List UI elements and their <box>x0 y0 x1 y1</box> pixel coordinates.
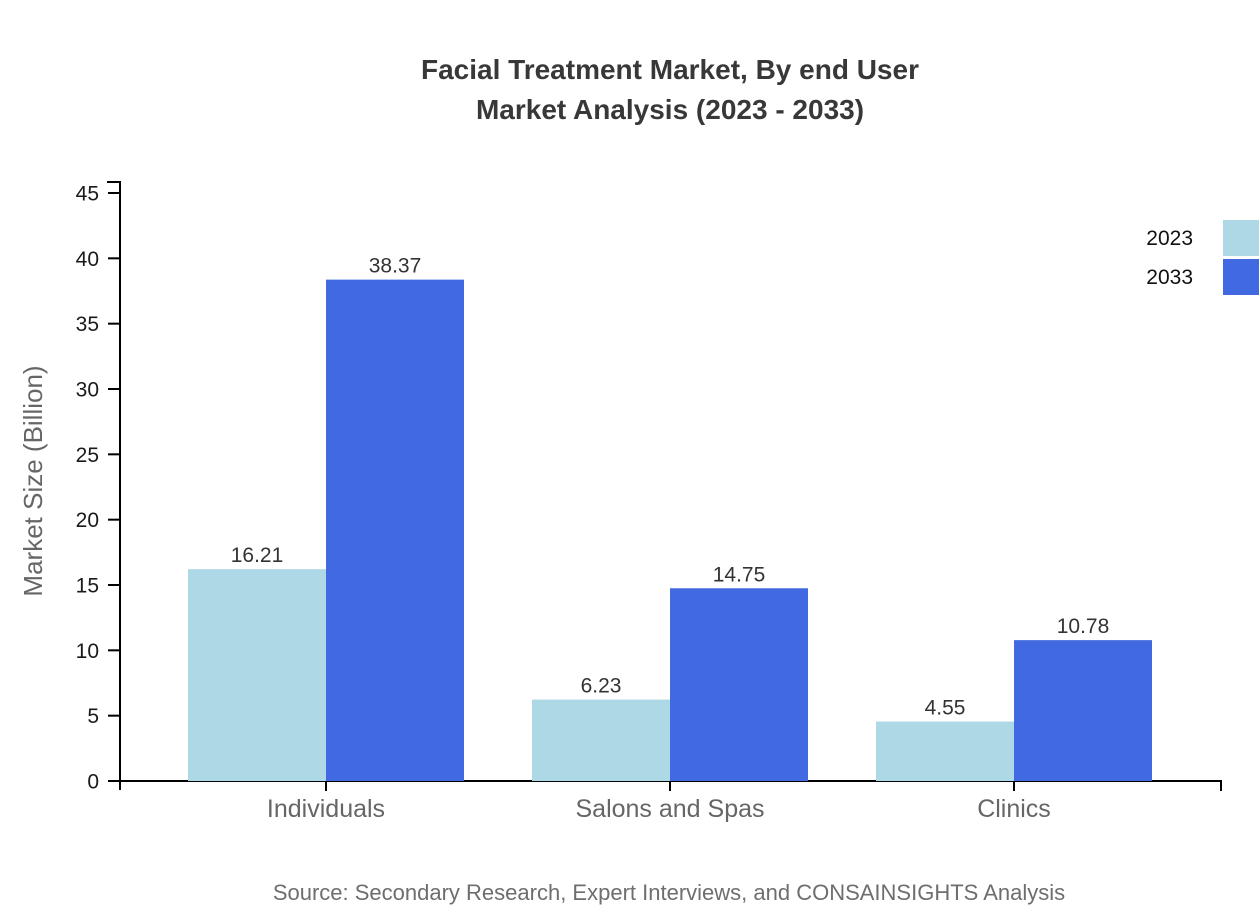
chart-title-line2: Market Analysis (2023 - 2033) <box>476 94 864 125</box>
y-tick-label: 20 <box>76 509 99 532</box>
y-tick-label: 15 <box>76 575 99 598</box>
x-axis-ticks-group <box>325 781 1015 791</box>
value-label-2033-individuals: 38.37 <box>369 255 422 278</box>
legend-label-2023: 2023 <box>1146 227 1193 250</box>
legend-swatch-2023 <box>1223 220 1259 256</box>
y-tick-label: 35 <box>76 313 99 336</box>
y-tick-label: 10 <box>76 640 99 663</box>
category-label-clinics: Clinics <box>977 795 1051 823</box>
value-label-2023-individuals: 16.21 <box>231 544 284 567</box>
source-note: Source: Secondary Research, Expert Inter… <box>273 880 1065 905</box>
bar-2033-salons-and-spas <box>670 588 808 781</box>
bar-2023-clinics <box>876 721 1014 781</box>
y-axis-label: Market Size (Billion) <box>18 365 48 596</box>
y-tick-label: 45 <box>76 183 99 206</box>
y-tick-label: 0 <box>87 771 99 794</box>
value-label-2023-clinics: 4.55 <box>925 697 966 720</box>
value-labels-group: 16.21 38.37 6.23 14.75 4.55 10.78 <box>231 255 1110 720</box>
value-label-2023-salons-and-spas: 6.23 <box>581 675 622 698</box>
y-tick-label: 30 <box>76 379 99 402</box>
bars-group <box>188 279 1152 781</box>
category-labels-group: Individuals Salons and Spas Clinics <box>267 795 1051 823</box>
value-label-2033-clinics: 10.78 <box>1057 615 1110 638</box>
y-tick-label: 5 <box>87 705 99 728</box>
legend-group: 2023 2033 <box>1146 220 1259 295</box>
value-label-2033-salons-and-spas: 14.75 <box>713 563 766 586</box>
category-label-individuals: Individuals <box>267 795 385 823</box>
legend-label-2033: 2033 <box>1146 266 1193 289</box>
chart-title-line1: Facial Treatment Market, By end User <box>421 54 919 85</box>
category-label-salons-and-spas: Salons and Spas <box>575 795 764 823</box>
y-axis-ticks-group: 0 5 10 15 20 25 30 35 40 45 <box>76 183 120 794</box>
bar-2023-salons-and-spas <box>532 699 670 781</box>
y-tick-label: 25 <box>76 444 99 467</box>
legend-swatch-2033 <box>1223 259 1259 295</box>
bar-2033-individuals <box>326 279 464 781</box>
y-tick-label: 40 <box>76 248 99 271</box>
bar-2023-individuals <box>188 569 326 781</box>
axis-frame <box>107 181 1222 791</box>
bar-2033-clinics <box>1014 640 1152 781</box>
